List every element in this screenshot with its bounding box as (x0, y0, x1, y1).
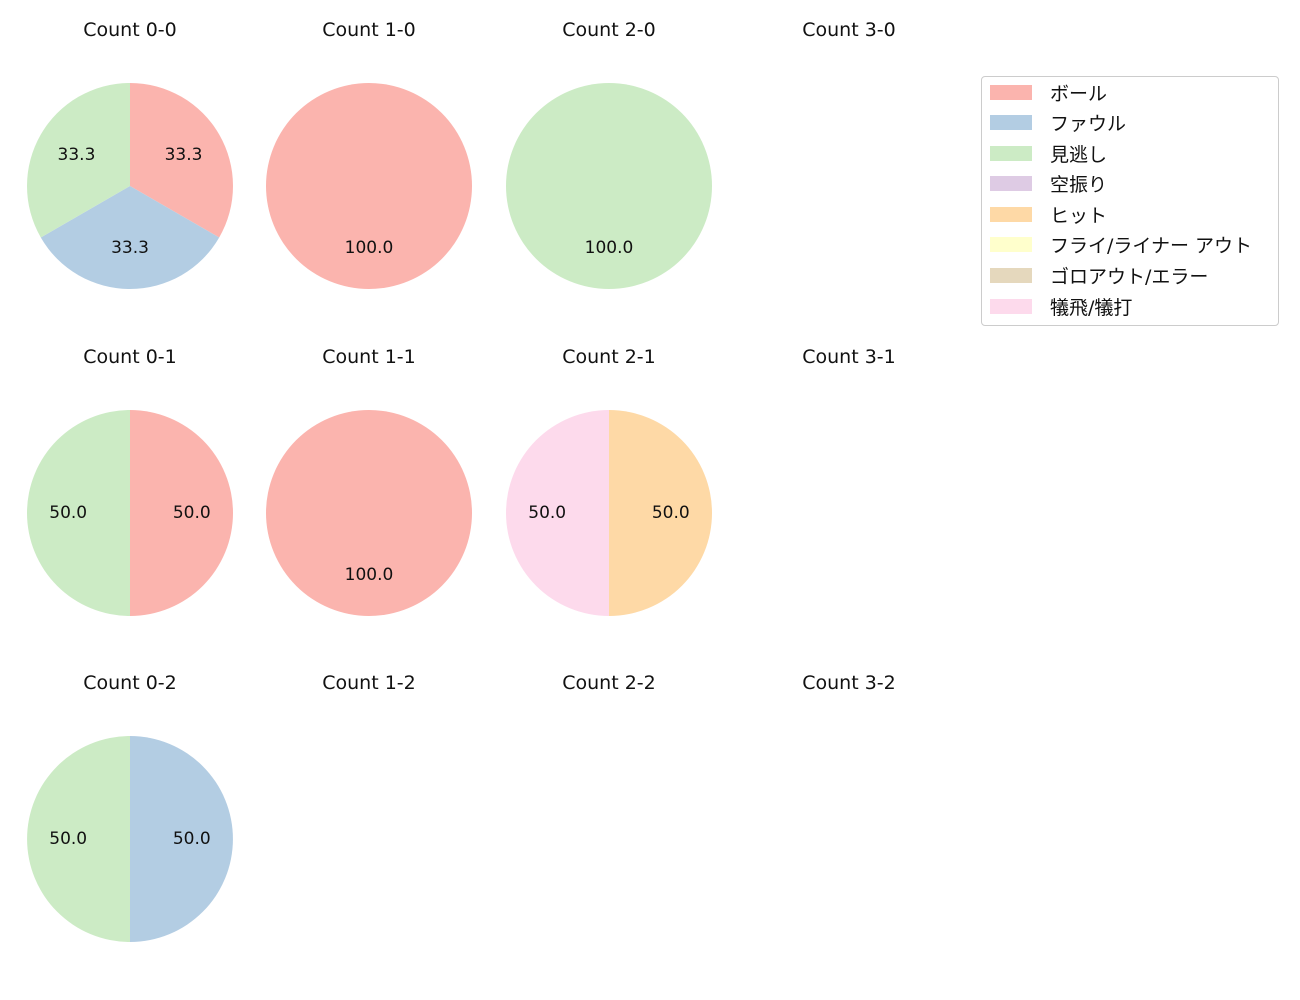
pie-slice-label: 100.0 (585, 238, 634, 258)
pie-slice (27, 83, 130, 238)
legend-swatch-hit (990, 206, 1032, 222)
pie-title: Count 0-2 (83, 672, 177, 694)
pie-slice (609, 410, 712, 616)
legend-label-swinging-strike: 空振り (1050, 173, 1108, 196)
pie-slice (27, 410, 130, 616)
pie-title: Count 3-0 (802, 19, 896, 41)
legend-item-swinging-strike: 空振り (990, 172, 1108, 196)
pie-slice (40, 186, 220, 289)
pie-slice-label: 100.0 (345, 565, 394, 585)
pie-slice (266, 410, 472, 616)
legend-label-hit: ヒット (1050, 204, 1108, 227)
pie-slice (130, 410, 233, 616)
pie-slice-label: 50.0 (49, 503, 87, 523)
legend-swatch-ball (990, 84, 1032, 100)
pie-title: Count 1-2 (322, 672, 416, 694)
legend-swatch-called-strike (990, 145, 1032, 161)
legend-swatch-fly-liner-out (990, 236, 1032, 252)
pie-title: Count 1-0 (322, 19, 416, 41)
pie-slice-label: 50.0 (652, 503, 690, 523)
pie-title: Count 2-1 (562, 346, 656, 368)
legend-item-called-strike: 見逃し (990, 142, 1108, 166)
legend-label-called-strike: 見逃し (1050, 143, 1108, 166)
pie-slice-label: 100.0 (345, 238, 394, 258)
pie-slice (130, 736, 233, 942)
pie-slice (506, 410, 609, 616)
pie-title: Count 0-0 (83, 19, 177, 41)
pie-slice-label: 33.3 (58, 145, 96, 165)
legend-label-ball: ボール (1050, 82, 1108, 105)
legend-item-foul: ファウル (990, 111, 1127, 135)
pie-slice (506, 83, 712, 289)
pie-slice-label: 50.0 (173, 829, 211, 849)
legend-label-foul: ファウル (1050, 112, 1127, 135)
legend: ボール ファウル 見逃し 空振り ヒット フライ/ライナー アウト ゴロアウト/… (981, 76, 1279, 326)
pie-slice-label: 33.3 (111, 238, 149, 258)
legend-item-ground-out-error: ゴロアウト/エラー (990, 264, 1209, 288)
pie-slice-label: 50.0 (528, 503, 566, 523)
legend-item-fly-liner-out: フライ/ライナー アウト (990, 233, 1253, 257)
legend-item-ball: ボール (990, 81, 1108, 105)
legend-label-fly-liner-out: フライ/ライナー アウト (1050, 234, 1253, 257)
pie-title: Count 0-1 (83, 346, 177, 368)
pie-title: Count 1-1 (322, 346, 416, 368)
legend-label-sacrifice: 犠飛/犠打 (1050, 296, 1133, 319)
pie-slice (130, 83, 233, 238)
legend-item-hit: ヒット (990, 203, 1108, 227)
legend-swatch-swinging-strike (990, 175, 1032, 191)
pie-slice (266, 83, 472, 289)
pie-title: Count 2-0 (562, 19, 656, 41)
legend-swatch-foul (990, 114, 1032, 130)
pie-slice-label: 50.0 (49, 829, 87, 849)
pie-slice-label: 50.0 (173, 503, 211, 523)
pie-slice (27, 736, 130, 942)
legend-item-sacrifice: 犠飛/犠打 (990, 295, 1133, 319)
pie-slice-label: 33.3 (165, 145, 203, 165)
legend-swatch-ground-out-error (990, 267, 1032, 283)
legend-label-ground-out-error: ゴロアウト/エラー (1050, 265, 1209, 288)
pie-title: Count 2-2 (562, 672, 656, 694)
pie-title: Count 3-2 (802, 672, 896, 694)
legend-swatch-sacrifice (990, 298, 1032, 314)
pie-title: Count 3-1 (802, 346, 896, 368)
